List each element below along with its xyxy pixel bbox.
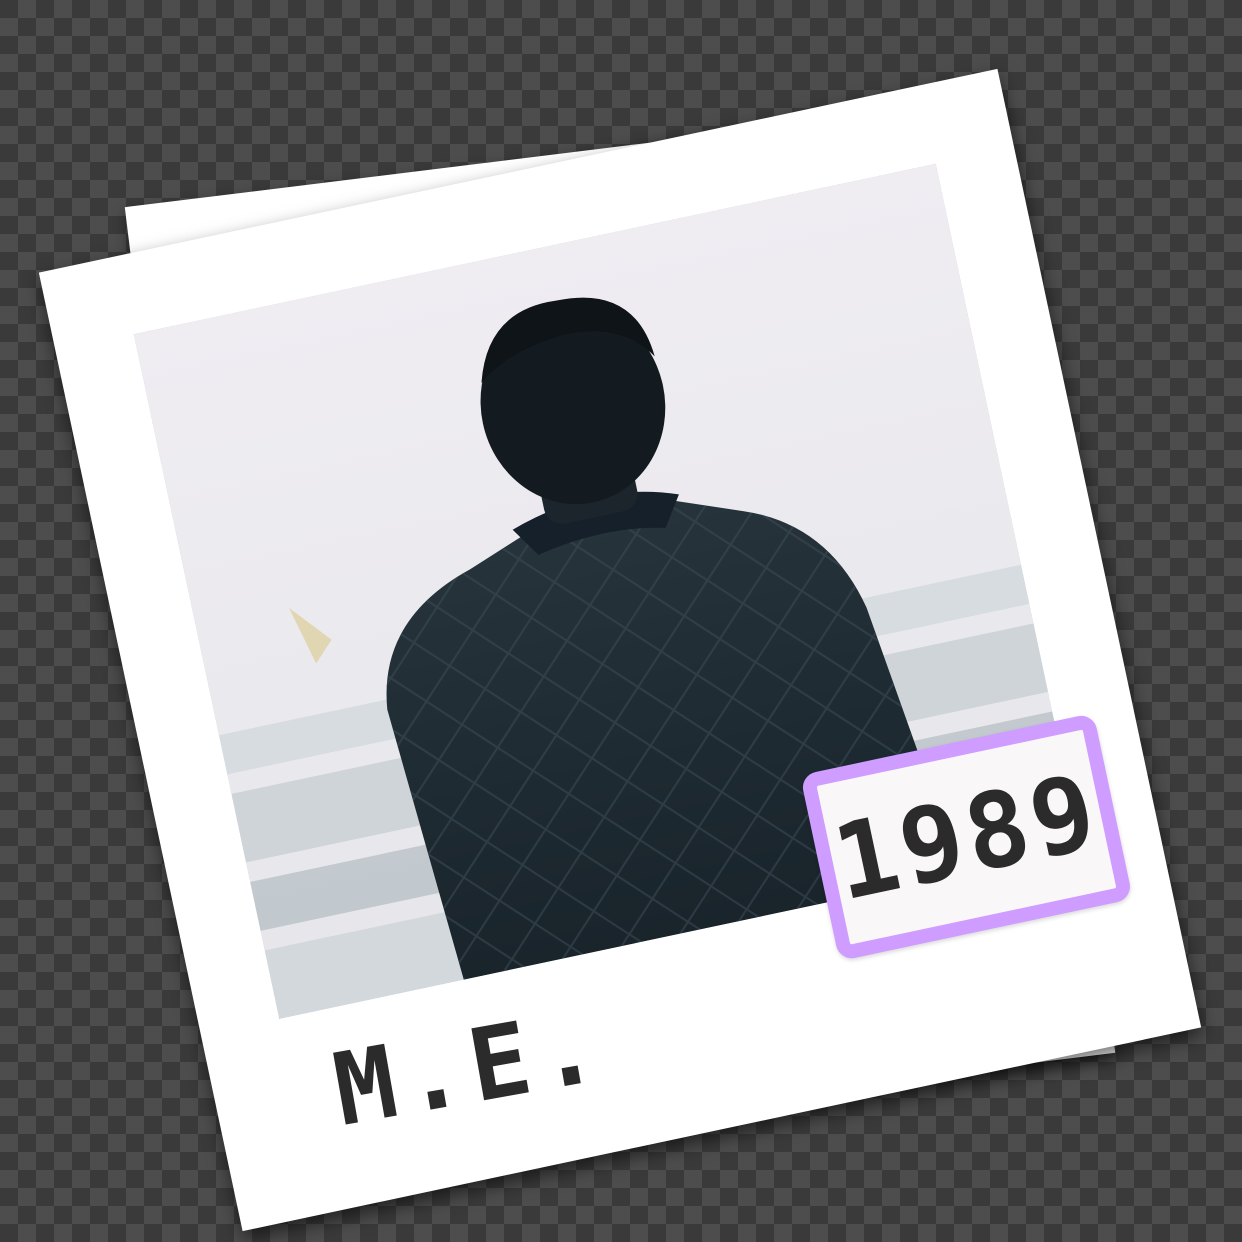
year-label: 1989 (823, 749, 1110, 925)
front-polaroid-frame: M.E. 1989 (38, 68, 1202, 1232)
